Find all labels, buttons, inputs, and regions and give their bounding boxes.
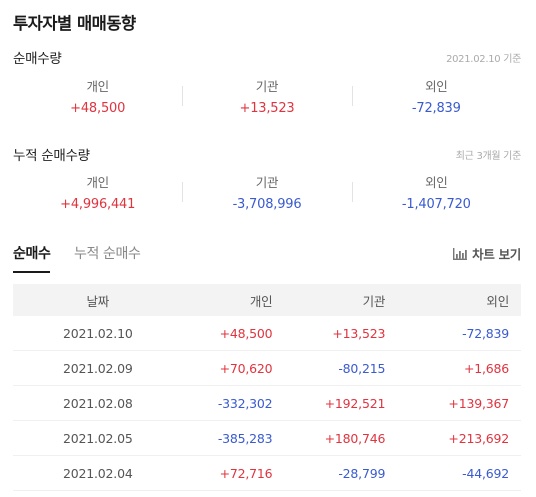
row-foreign: +139,367: [385, 385, 521, 421]
tab-cumulative-net-buy[interactable]: 누적 순매수: [74, 246, 141, 262]
row-date: 2021.02.08: [13, 385, 183, 421]
row-date: 2021.02.04: [13, 455, 183, 491]
view-chart-label: 차트 보기: [472, 247, 521, 262]
cumulative-volume-header: 누적 순매수량 최근 3개월 기준: [13, 144, 521, 164]
cumulative-volume-foreign-label: 외인: [425, 175, 448, 190]
daily-trading-table: 날짜 개인 기관 외인 2021.02.10 +48,500 +13,523 -72,…: [13, 284, 521, 491]
cumulative-volume-title: 누적 순매수량: [13, 148, 90, 164]
row-institution: +192,521: [272, 385, 385, 421]
view-chart-button[interactable]: 차트 보기: [453, 244, 521, 263]
net-volume-individual-label: 개인: [86, 79, 109, 94]
cumulative-volume-individual-value: +4,996,441: [60, 197, 136, 212]
cumulative-volume-foreign: 외인 -1,407,720: [351, 174, 521, 218]
table-row: 2021.02.09 +70,620 -80,215 +1,686: [13, 350, 521, 386]
bar-chart-icon: [453, 247, 468, 260]
page-title: 투자자별 매매동향: [13, 14, 136, 33]
tab-net-buy[interactable]: 순매수: [13, 243, 51, 273]
cumulative-volume-summary: 개인 +4,996,441 기관 -3,708,996 외인 -1,407,72…: [13, 174, 521, 218]
net-volume-individual-value: +48,500: [70, 101, 126, 116]
net-volume-foreign: 외인 -72,839: [351, 78, 521, 122]
cumulative-volume-institution-value: -3,708,996: [232, 197, 302, 212]
row-individual: +48,500: [182, 316, 273, 351]
row-date: 2021.02.10: [13, 316, 183, 351]
table-row: 2021.02.04 +72,716 -28,799 -44,692: [13, 455, 521, 491]
row-individual: -332,302: [182, 385, 273, 421]
cumulative-volume-period-note: 최근 3개월 기준: [455, 151, 522, 162]
net-volume-summary: 개인 +48,500 기관 +13,523 외인 -72,839: [13, 78, 521, 122]
net-volume-foreign-value: -72,839: [411, 101, 461, 116]
table-row: 2021.02.05 -385,283 +180,746 +213,692: [13, 420, 521, 456]
row-foreign: -44,692: [385, 455, 521, 491]
cumulative-volume-individual-label: 개인: [86, 175, 109, 190]
net-volume-institution: 기관 +13,523: [182, 78, 351, 122]
row-foreign: -72,839: [385, 316, 521, 351]
cumulative-volume-foreign-value: -1,407,720: [401, 197, 471, 212]
net-volume-title: 순매수량: [13, 51, 62, 67]
row-date: 2021.02.05: [13, 420, 183, 456]
net-volume-institution-label: 기관: [255, 79, 279, 94]
cumulative-volume-institution: 기관 -3,708,996: [182, 174, 351, 218]
header-foreign: 외인: [385, 284, 521, 316]
table-header-row: 날짜 개인 기관 외인: [13, 284, 521, 316]
table-row: 2021.02.10 +48,500 +13,523 -72,839: [13, 316, 521, 351]
row-foreign: +1,686: [385, 350, 521, 386]
net-volume-foreign-label: 외인: [425, 79, 448, 94]
row-institution: -80,215: [272, 350, 385, 386]
table-row: 2021.02.08 -332,302 +192,521 +139,367: [13, 385, 521, 421]
net-volume-date-note: 2021.02.10 기준: [446, 54, 521, 65]
cumulative-volume-institution-label: 기관: [255, 175, 279, 190]
row-institution: -28,799: [272, 455, 385, 491]
header-institution: 기관: [272, 284, 385, 316]
header-date: 날짜: [13, 284, 183, 316]
cumulative-volume-individual: 개인 +4,996,441: [13, 174, 182, 218]
tab-bar: 순매수 누적 순매수 차트 보기: [13, 238, 521, 273]
net-volume-individual: 개인 +48,500: [13, 78, 182, 122]
net-volume-header: 순매수량 2021.02.10 기준: [13, 47, 521, 67]
row-institution: +13,523: [272, 316, 385, 351]
net-volume-institution-value: +13,523: [239, 101, 295, 116]
row-date: 2021.02.09: [13, 350, 183, 386]
row-institution: +180,746: [272, 420, 385, 456]
row-individual: +70,620: [182, 350, 273, 386]
row-individual: -385,283: [182, 420, 273, 456]
row-foreign: +213,692: [385, 420, 521, 456]
row-individual: +72,716: [182, 455, 273, 491]
header-individual: 개인: [182, 284, 273, 316]
